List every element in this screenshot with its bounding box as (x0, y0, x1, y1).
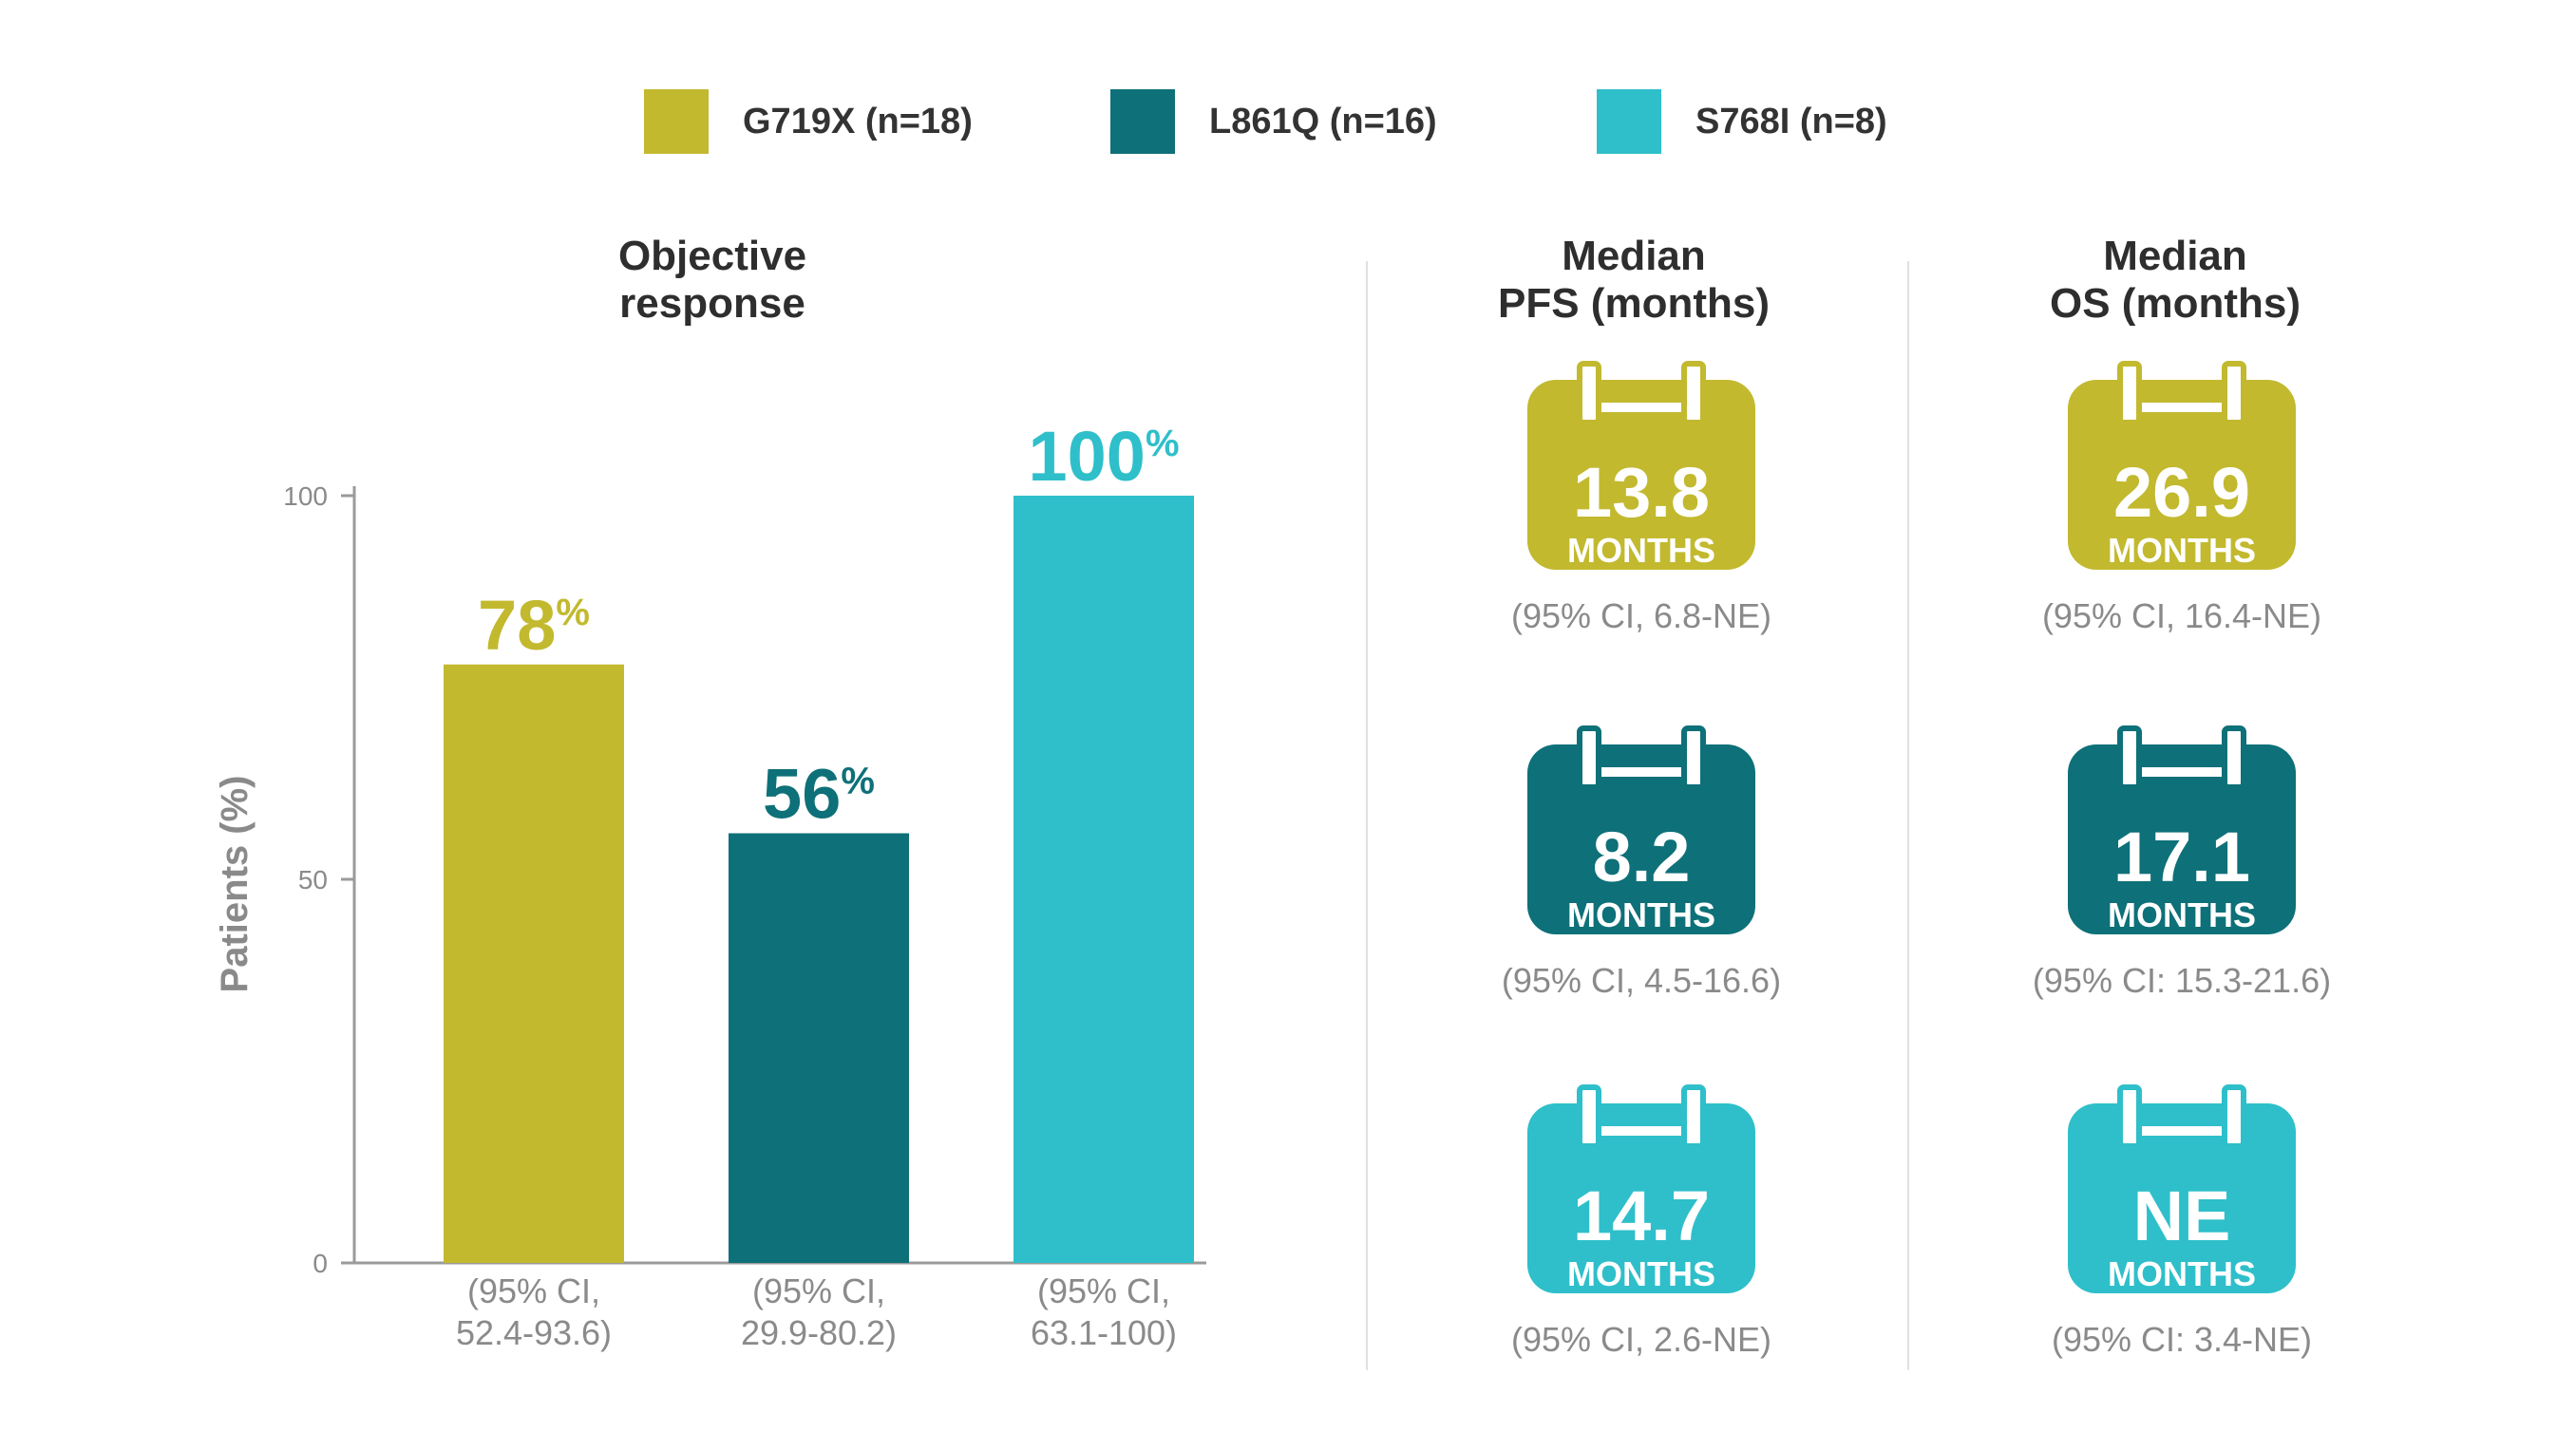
calendar-icon (2068, 1103, 2296, 1293)
pfs-unit-g719x: MONTHS (1567, 531, 1715, 570)
pfs-value-l861q: 8.2 (1592, 818, 1691, 896)
bar-value-label-g719x: 78% (478, 586, 590, 665)
bar-ci-label-s768i-1: (95% CI, (1037, 1271, 1170, 1310)
bar-g719x (444, 664, 624, 1263)
objective-response-title-line2: response (619, 280, 805, 327)
pfs-title: Median PFS (months) (1396, 233, 1871, 328)
pfs-title-line1: Median (1562, 233, 1706, 279)
pfs-ci-l861q: (95% CI, 4.5-16.6) (1501, 961, 1782, 1000)
os-unit-s768i: MONTHS (2108, 1254, 2256, 1293)
bar-value-label-s768i: 100% (1028, 417, 1179, 496)
bar-value-label-l861q: 56% (763, 755, 875, 834)
os-title-line1: Median (2103, 233, 2247, 279)
legend: G719X (n=18) L861Q (n=16) S768I (n=8) (0, 87, 2576, 163)
objective-response-title: Objective response (475, 233, 950, 328)
legend-item-s768i: S768I (n=8) (1597, 87, 1887, 156)
os-unit-g719x: MONTHS (2108, 531, 2256, 570)
pfs-ci-s768i: (95% CI, 2.6-NE) (1510, 1320, 1772, 1359)
legend-item-l861q: L861Q (n=16) (1110, 87, 1437, 156)
legend-label-l861q: L861Q (n=16) (1209, 101, 1437, 141)
pfs-title-line2: PFS (months) (1498, 280, 1770, 327)
pfs-value-g719x: 13.8 (1572, 453, 1711, 532)
bar-ci-label-l861q-1: (95% CI, (752, 1271, 885, 1310)
pfs-value-s768i: 14.7 (1572, 1177, 1711, 1255)
legend-swatch-g719x (644, 89, 709, 154)
os-ci-s768i: (95% CI: 3.4-NE) (2051, 1320, 2313, 1359)
os-value-g719x: 26.9 (2112, 453, 2251, 532)
y-tick-label-0: 0 (313, 1249, 328, 1278)
os-title-line2: OS (months) (2050, 280, 2301, 327)
os-unit-l861q: MONTHS (2108, 895, 2256, 934)
legend-label-g719x: G719X (n=18) (743, 101, 973, 141)
legend-label-s768i: S768I (n=8) (1695, 101, 1887, 141)
divider-right (1907, 261, 1909, 1370)
divider-left (1366, 261, 1368, 1370)
legend-swatch-l861q (1110, 89, 1175, 154)
pfs-unit-l861q: MONTHS (1567, 895, 1715, 934)
pfs-ci-g719x: (95% CI, 6.8-NE) (1510, 596, 1772, 635)
y-tick-label-100: 100 (283, 481, 328, 511)
legend-swatch-s768i (1597, 89, 1661, 154)
os-value-s768i: NE (2132, 1177, 2231, 1255)
bar-s768i (1013, 496, 1194, 1263)
os-ci-g719x: (95% CI, 16.4-NE) (2041, 596, 2322, 635)
bar-ci-label-l861q-2: 29.9-80.2) (741, 1313, 897, 1352)
bar-ci-label-g719x-1: (95% CI, (467, 1271, 600, 1310)
os-ci-l861q: (95% CI: 15.3-21.6) (2032, 961, 2332, 1000)
objective-response-title-line1: Objective (617, 233, 807, 279)
bar-l861q (729, 833, 909, 1263)
bar-ci-label-s768i-2: 63.1-100) (1031, 1313, 1177, 1352)
legend-item-g719x: G719X (n=18) (644, 87, 973, 156)
os-value-l861q: 17.1 (2112, 818, 2251, 896)
bar-ci-label-g719x-2: 52.4-93.6) (456, 1313, 612, 1352)
os-title: Median OS (months) (1938, 233, 2413, 328)
y-tick-label-50: 50 (298, 865, 328, 894)
y-axis-label: Patients (%) (214, 776, 256, 993)
pfs-unit-s768i: MONTHS (1567, 1254, 1715, 1293)
